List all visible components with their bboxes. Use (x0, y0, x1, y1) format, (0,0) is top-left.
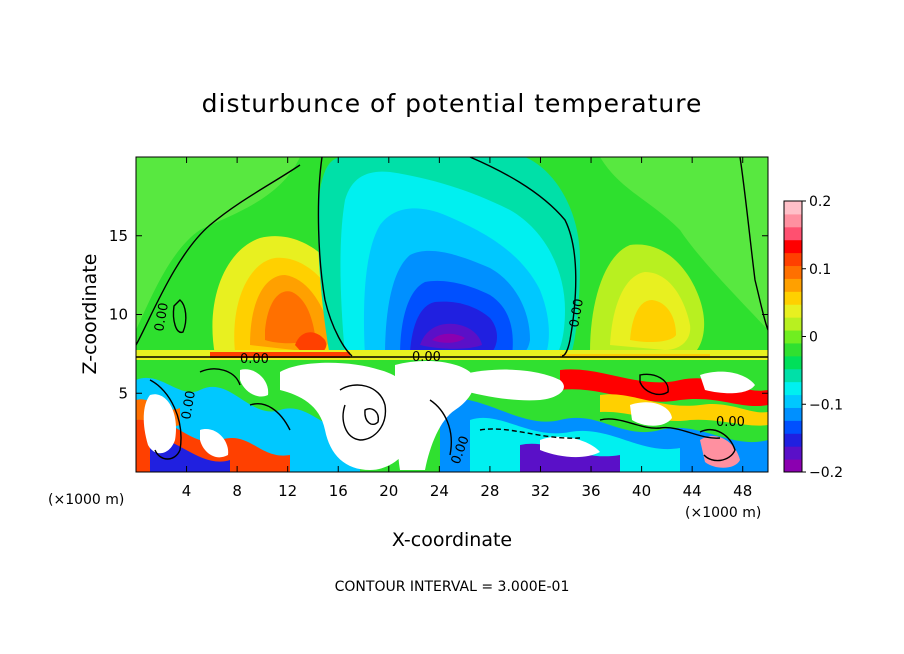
x-tick-label: 20 (379, 482, 398, 500)
colorbar-swatch (784, 420, 802, 434)
colorbar-swatch (784, 394, 802, 408)
x-tick-label: 12 (278, 482, 297, 500)
x-tick-label: 28 (480, 482, 499, 500)
colorbar-swatch (784, 330, 802, 344)
colorbar-swatch (784, 407, 802, 421)
colorbar-swatch (784, 381, 802, 396)
contour-label: 0.00 (412, 350, 441, 365)
x-axis: 4 8 12 16 20 24 28 32 36 40 44 48 (182, 157, 752, 500)
contour-label: 0.00 (240, 352, 269, 367)
y-tick-label: 10 (109, 306, 128, 324)
colorbar: 0.2 0.1 0 −0.1 −0.2 (783, 194, 843, 481)
x-tick-label: 36 (581, 482, 600, 500)
x-tick-label: 8 (232, 482, 242, 500)
colorbar-tick-label: 0.1 (809, 262, 831, 278)
y-tick-label: 15 (109, 227, 128, 245)
y-tick-label: 5 (118, 384, 128, 402)
colorbar-swatch (784, 213, 802, 228)
colorbar-tick-label: 0 (809, 330, 818, 346)
colorbar-swatch (784, 278, 802, 292)
x-tick-label: 44 (683, 482, 702, 500)
colorbar-swatch (784, 446, 802, 460)
colorbar-swatch (784, 201, 802, 215)
x-tick-label: 48 (733, 482, 752, 500)
x-unit-right: (×1000 m) (685, 505, 761, 521)
colorbar-swatch (784, 368, 802, 383)
saturated-region (280, 362, 417, 470)
x-tick-label: 32 (531, 482, 550, 500)
y-axis: 5 10 15 (109, 227, 768, 402)
colorbar-swatch (784, 355, 802, 370)
colorbar-swatch (784, 317, 802, 331)
colorbar-swatch (784, 265, 802, 279)
colorbar-swatch (784, 433, 802, 447)
x-unit-left: (×1000 m) (48, 492, 124, 508)
colorbar-swatch (784, 226, 802, 241)
contour-label: 0.00 (152, 302, 172, 333)
x-tick-label: 40 (632, 482, 651, 500)
contour-label: 0.00 (716, 415, 745, 430)
x-tick-label: 24 (430, 482, 449, 500)
colorbar-swatch (784, 291, 802, 305)
colorbar-tick-label: −0.2 (809, 465, 843, 481)
colorbar-swatch (784, 304, 802, 318)
y-axis-title: Z-coordinate (79, 254, 101, 375)
plot-area: 0.00 0.00 0.00 0.00 0.00 0.00 0.00 (136, 157, 768, 472)
colorbar-swatch (784, 239, 802, 254)
contour-label: 0.00 (179, 390, 199, 421)
colorbar-swatch (784, 252, 802, 267)
chart-title: disturbunce of potential temperature (202, 89, 703, 118)
colorbar-tick-label: 0.2 (809, 194, 831, 210)
colorbar-swatch (784, 342, 802, 357)
x-axis-title: X-coordinate (392, 529, 512, 551)
zero-contours (136, 157, 768, 462)
x-tick-label: 16 (329, 482, 348, 500)
colorbar-tick-label: −0.1 (809, 397, 843, 413)
colorbar-swatch (784, 459, 802, 473)
contour-interval-note: CONTOUR INTERVAL = 3.000E-01 (335, 579, 570, 595)
contour-label: 0.00 (567, 298, 587, 329)
x-tick-label: 4 (182, 482, 192, 500)
